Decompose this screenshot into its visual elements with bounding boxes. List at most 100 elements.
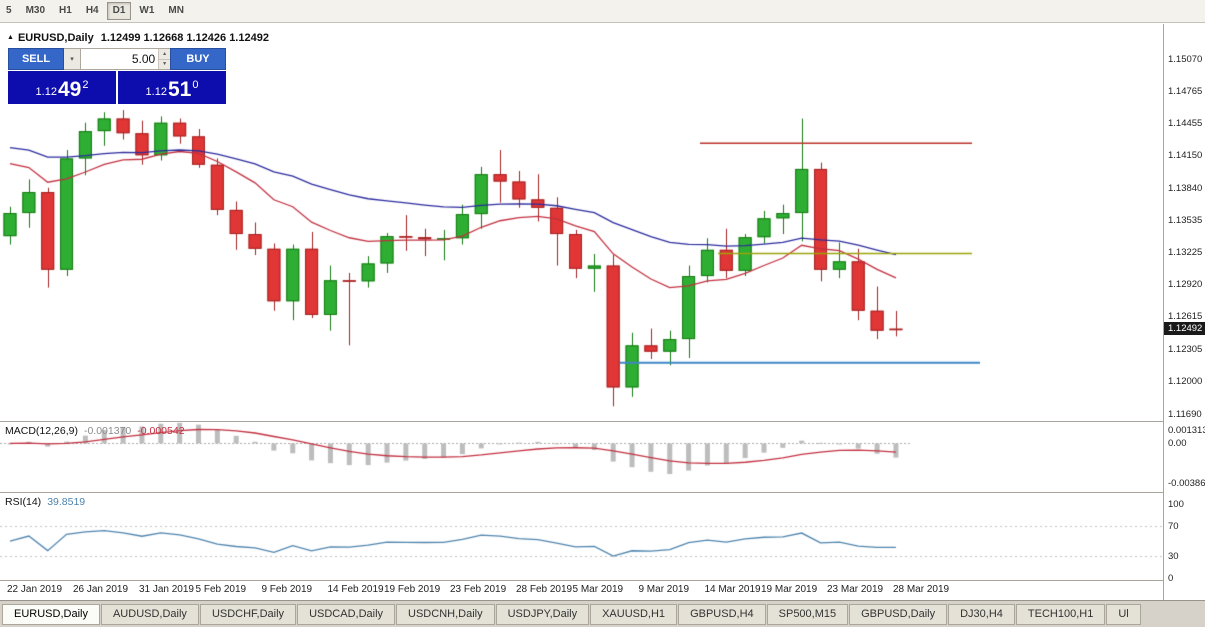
current-price-badge: 1.12492 xyxy=(1164,322,1205,336)
timeframe-button-5[interactable]: 5 xyxy=(0,2,18,20)
timeframe-button-m30[interactable]: M30 xyxy=(20,2,51,20)
chart-tab-sp500-m15[interactable]: SP500,M15 xyxy=(766,604,849,625)
macd-name: MACD(12,26,9) xyxy=(5,425,78,437)
chart-tab-bar: EURUSD,Daily AUDUSD,Daily USDCHF,Daily USDC… xyxy=(0,600,1205,627)
axis-label: 0.001313 xyxy=(1168,424,1205,436)
panel-divider[interactable] xyxy=(0,492,1205,493)
axis-label: 1.12920 xyxy=(1168,279,1203,291)
rsi-label: RSI(14) 39.8519 xyxy=(5,496,85,508)
date-axis-label: 14 Feb 2019 xyxy=(327,584,384,595)
panel-divider[interactable] xyxy=(0,580,1205,581)
buy-price-big: 51 xyxy=(167,78,192,101)
volume-increase-button[interactable]: ▲ xyxy=(159,49,170,60)
date-axis-label: 28 Feb 2019 xyxy=(515,584,573,595)
axis-label: 0 xyxy=(1168,573,1174,584)
macd-main-value: -0.001370 xyxy=(83,425,132,437)
chart-tab-usdcad-daily[interactable]: USDCAD,Daily xyxy=(297,604,396,625)
date-axis-label: 14 Mar 2019 xyxy=(704,584,761,595)
timeframe-button-d1[interactable]: D1 xyxy=(106,2,132,20)
axis-label: 30 xyxy=(1168,550,1179,562)
axis-label: 1.15070 xyxy=(1168,53,1203,65)
collapse-triangle-icon[interactable]: ▲ xyxy=(7,34,14,41)
rsi-indicator-panel[interactable]: RSI(14) 39.8519 xyxy=(0,493,1163,580)
chart-tabs: EURUSD,Daily AUDUSD,Daily USDCHF,Daily USDC… xyxy=(0,604,1205,625)
timeframe-button-mn[interactable]: MN xyxy=(162,2,190,20)
price-chart-panel[interactable]: ▲ EURUSD,Daily 1.12499 1.12668 1.12426 1.1… xyxy=(0,24,1163,421)
one-click-trading-panel: SELL ▾ ▲ ▼ BUY 1.12492 xyxy=(8,48,226,104)
date-axis-label: 5 Mar 2019 xyxy=(572,584,624,595)
axis-label: 1.13840 xyxy=(1168,182,1203,194)
price-axis-macd[interactable]: 0.001313 0.00 -0.00386 xyxy=(1164,422,1205,492)
date-axis-label: 9 Mar 2019 xyxy=(638,584,690,595)
volume-decrease-button[interactable]: ▼ xyxy=(159,59,170,69)
chart-tab-usdjpy-daily[interactable]: USDJPY,Daily xyxy=(495,604,590,625)
date-axis-label: 26 Jan 2019 xyxy=(72,584,129,595)
axis-label: 1.12615 xyxy=(1168,311,1203,323)
axis-label: 70 xyxy=(1168,521,1179,533)
date-axis-label: 9 Feb 2019 xyxy=(261,584,313,595)
chart-window: ▲ EURUSD,Daily 1.12499 1.12668 1.12426 1.1… xyxy=(0,24,1205,600)
buy-price-sup: 0 xyxy=(192,79,199,91)
price-axis[interactable]: 1.15070 1.14765 1.14455 1.14150 1.13840 1.135… xyxy=(1163,24,1205,600)
axis-label: 1.13225 xyxy=(1168,247,1203,259)
panel-divider[interactable] xyxy=(0,421,1205,422)
date-axis-label: 23 Feb 2019 xyxy=(449,584,507,595)
price-axis-rsi[interactable]: 100 70 30 0 xyxy=(1164,493,1205,584)
axis-label: 1.12305 xyxy=(1168,344,1203,356)
rsi-indicator-canvas[interactable] xyxy=(0,493,1163,580)
sell-price-sup: 2 xyxy=(82,79,89,91)
date-axis-label: 31 Jan 2019 xyxy=(138,584,194,595)
chart-symbol-label: EURUSD,Daily xyxy=(17,32,94,44)
volume-input[interactable] xyxy=(81,49,159,69)
axis-label: 1.11690 xyxy=(1168,408,1202,420)
time-axis[interactable]: 22 Jan 2019 26 Jan 2019 31 Jan 2019 5 Feb 2… xyxy=(0,581,1163,600)
axis-label: 0.00 xyxy=(1168,438,1187,450)
date-axis-label: 28 Mar 2019 xyxy=(892,584,950,595)
buy-price-display[interactable]: 1.12 51 0 xyxy=(118,71,226,104)
chart-tab-usdcnh-daily[interactable]: USDCNH,Daily xyxy=(396,604,495,625)
timeframe-button-h1[interactable]: H1 xyxy=(53,2,78,20)
volume-field-wrap: ▲ ▼ xyxy=(81,48,170,70)
chart-tab-tech100-h1[interactable]: TECH100,H1 xyxy=(1015,604,1106,625)
macd-label: MACD(12,26,9) -0.001370 -0.000542 xyxy=(5,425,185,437)
rsi-name: RSI(14) xyxy=(5,496,42,508)
chart-tab-gbpusd-daily[interactable]: GBPUSD,Daily xyxy=(849,604,948,625)
chart-tab-dj30-h4[interactable]: DJ30,H4 xyxy=(948,604,1015,625)
chart-tab-usdchf-daily[interactable]: USDCHF,Daily xyxy=(199,604,297,625)
date-axis-label: 23 Mar 2019 xyxy=(826,584,884,595)
chart-tab-eurusd-daily[interactable]: EURUSD,Daily xyxy=(2,604,100,625)
timeframe-button-w1[interactable]: W1 xyxy=(133,2,160,20)
sell-price-small: 1.12 xyxy=(35,86,57,98)
sell-price-big: 49 xyxy=(57,78,82,101)
chart-ohlc-values: 1.12499 1.12668 1.12426 1.12492 xyxy=(100,32,269,44)
axis-label: 1.13535 xyxy=(1168,214,1203,226)
trade-controls-row: SELL ▾ ▲ ▼ BUY xyxy=(8,48,226,70)
rsi-value: 39.8519 xyxy=(47,496,86,508)
macd-indicator-canvas[interactable] xyxy=(0,422,1163,492)
buy-button[interactable]: BUY xyxy=(170,48,226,70)
price-axis-main[interactable]: 1.15070 1.14765 1.14455 1.14150 1.13840 1.135… xyxy=(1164,24,1205,421)
macd-indicator-panel[interactable]: MACD(12,26,9) -0.001370 -0.000542 xyxy=(0,422,1163,492)
chart-tab-ul[interactable]: Ul xyxy=(1106,604,1141,625)
timeframe-toolbar: 5 M30 H1 H4 D1 W1 MN xyxy=(0,0,1205,23)
chevron-down-icon: ▾ xyxy=(70,56,74,63)
timeframe-button-h4[interactable]: H4 xyxy=(80,2,105,20)
volume-dropdown-button[interactable]: ▾ xyxy=(64,48,81,70)
trade-prices-row: 1.12 49 2 1.12 51 0 xyxy=(8,71,226,104)
chart-tab-audusd-daily[interactable]: AUDUSD,Daily xyxy=(100,604,199,625)
axis-label: 100 xyxy=(1168,499,1184,511)
axis-label: -0.00386 xyxy=(1168,477,1205,489)
date-axis-label: 19 Mar 2019 xyxy=(761,584,818,595)
macd-signal-value: -0.000542 xyxy=(137,425,185,437)
chart-tab-xauusd-h1[interactable]: XAUUSD,H1 xyxy=(590,604,678,625)
date-axis-label: 22 Jan 2019 xyxy=(7,584,63,595)
sell-price-display[interactable]: 1.12 49 2 xyxy=(8,71,116,104)
volume-spinner: ▲ ▼ xyxy=(158,49,170,69)
chart-title: ▲ EURUSD,Daily 1.12499 1.12668 1.12426 1.1… xyxy=(7,32,269,44)
chart-tab-gbpusd-h4[interactable]: GBPUSD,H4 xyxy=(678,604,766,625)
axis-label: 1.12000 xyxy=(1168,376,1203,388)
date-axis-label: 5 Feb 2019 xyxy=(195,584,247,595)
sell-button[interactable]: SELL xyxy=(8,48,64,70)
axis-label: 1.14150 xyxy=(1168,150,1203,162)
